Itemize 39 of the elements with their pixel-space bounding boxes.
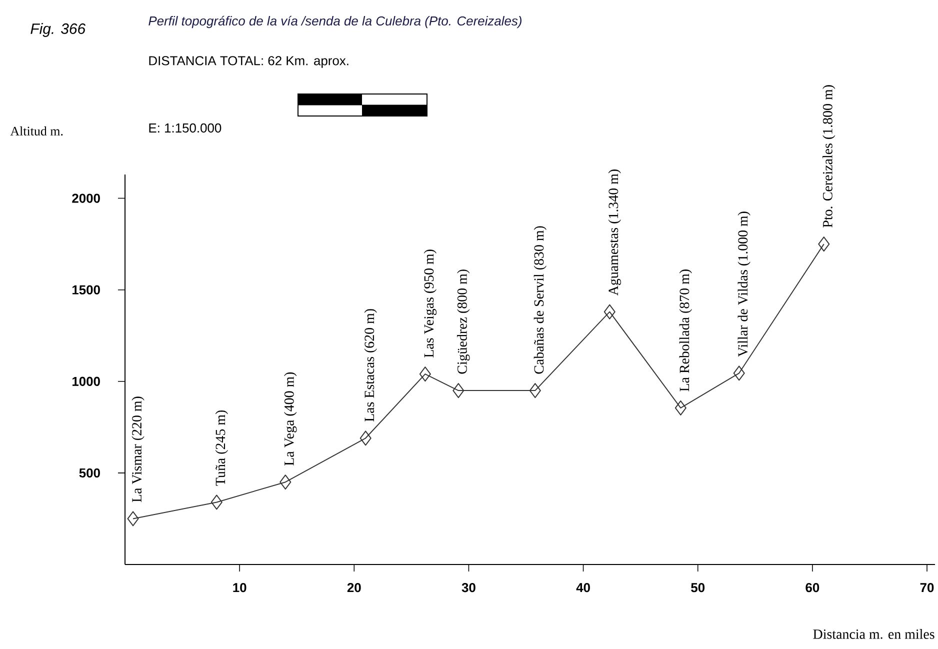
annotation: Villar de Vildas (1.000 m) <box>738 212 750 357</box>
point <box>127 511 139 526</box>
x-tick-label: 70 <box>920 583 934 592</box>
chart-title: Perfil topográfico de la vía /senda de la Culebra (Pto. Cereizales) <box>148 16 522 28</box>
x-tick-label: 60 <box>806 583 820 592</box>
x-tick-label: 30 <box>462 583 476 592</box>
annotation: Cabañas de Servil (830 m) <box>534 226 546 374</box>
annotation: Tuña (245 m) <box>215 410 228 486</box>
y-tick-label: 500 <box>79 468 100 478</box>
point <box>818 236 830 252</box>
x-tick-label: 10 <box>233 583 246 592</box>
text: E: 1:150.000 <box>149 123 222 133</box>
annotation: La Vismar (220 m) <box>132 396 144 502</box>
annotation: La Rebollada (870 m) <box>679 270 692 392</box>
annotation: Las Veigas (950 m) <box>424 250 437 358</box>
point <box>674 400 686 416</box>
point <box>210 494 222 510</box>
x-tick-label: 50 <box>691 583 705 592</box>
annotation: Cigüedrez (800 m) <box>457 270 470 374</box>
annotation: Pto. Cereizales (1.800 m) <box>822 85 836 228</box>
y-tick-label: 1000 <box>72 376 100 386</box>
annotation: La Vega (400 m) <box>284 372 297 466</box>
point <box>419 366 431 382</box>
annotation: Las Estacas (620 m) <box>364 309 377 422</box>
caption: Fig. 366 <box>30 23 86 37</box>
annotation: Aguamestas (1.340 m) <box>608 170 621 296</box>
x-tick-label: 40 <box>576 583 590 592</box>
chart-subtitle: DISTANCIA TOTAL: 62 Km. aprox. <box>149 56 348 68</box>
point <box>280 474 292 490</box>
y-axis-title: Altitud m. <box>10 126 63 136</box>
x-tick-label: 20 <box>347 583 361 592</box>
y-tick-label: 2000 <box>72 194 100 203</box>
y-tick-label: 1500 <box>72 285 100 294</box>
point <box>733 366 745 381</box>
point <box>360 430 372 446</box>
point <box>529 383 541 398</box>
point <box>452 383 464 398</box>
point <box>604 304 616 320</box>
x-axis-title: Distancia m. en miles <box>813 629 934 639</box>
